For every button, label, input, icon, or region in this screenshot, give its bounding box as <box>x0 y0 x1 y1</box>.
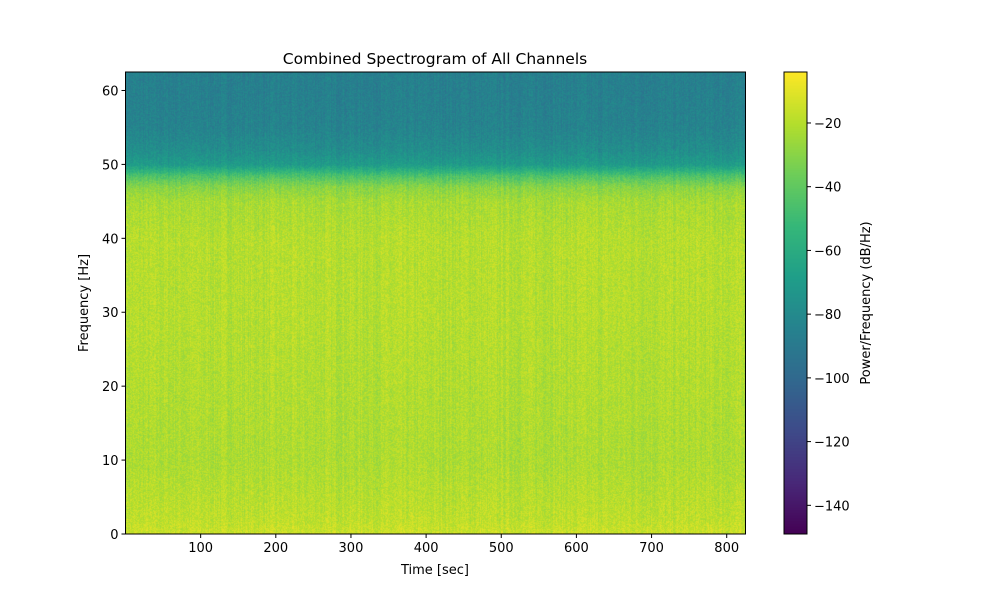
colorbar-frame <box>783 71 808 535</box>
chart-title: Combined Spectrogram of All Channels <box>283 50 587 68</box>
y-tick-label: 0 <box>110 528 118 543</box>
y-tick-label: 60 <box>102 84 119 99</box>
x-tick-label: 700 <box>639 541 664 556</box>
x-tick-label: 100 <box>188 541 213 556</box>
colorbar-tick-label: −100 <box>814 372 850 387</box>
x-axis-label: Time [sec] <box>400 563 469 578</box>
colorbar-tick-label: −80 <box>814 308 841 323</box>
y-axis-label: Frequency [Hz] <box>77 254 92 352</box>
x-tick-label: 500 <box>489 541 514 556</box>
x-tick-label: 300 <box>339 541 364 556</box>
x-tick-label: 800 <box>714 541 739 556</box>
colorbar-tick-label: −20 <box>814 117 841 132</box>
colorbar-gradient <box>784 72 807 534</box>
plot-frame <box>125 71 746 535</box>
colorbar-label: Power/Frequency (dB/Hz) <box>859 221 874 384</box>
colorbar-tick-label: −140 <box>814 499 850 514</box>
x-tick-label: 400 <box>414 541 439 556</box>
y-tick-label: 50 <box>102 158 119 173</box>
spectrogram-heatmap <box>125 72 746 534</box>
colorbar-tick-label: −40 <box>814 181 841 196</box>
y-tick-label: 30 <box>102 306 119 321</box>
x-tick-label: 200 <box>263 541 288 556</box>
y-tick-label: 40 <box>102 232 119 247</box>
y-tick-label: 10 <box>102 454 119 469</box>
x-tick-label: 600 <box>564 541 589 556</box>
colorbar-tick-label: −60 <box>814 244 841 259</box>
colorbar-tick-label: −120 <box>814 436 850 451</box>
y-tick-label: 20 <box>102 380 119 395</box>
